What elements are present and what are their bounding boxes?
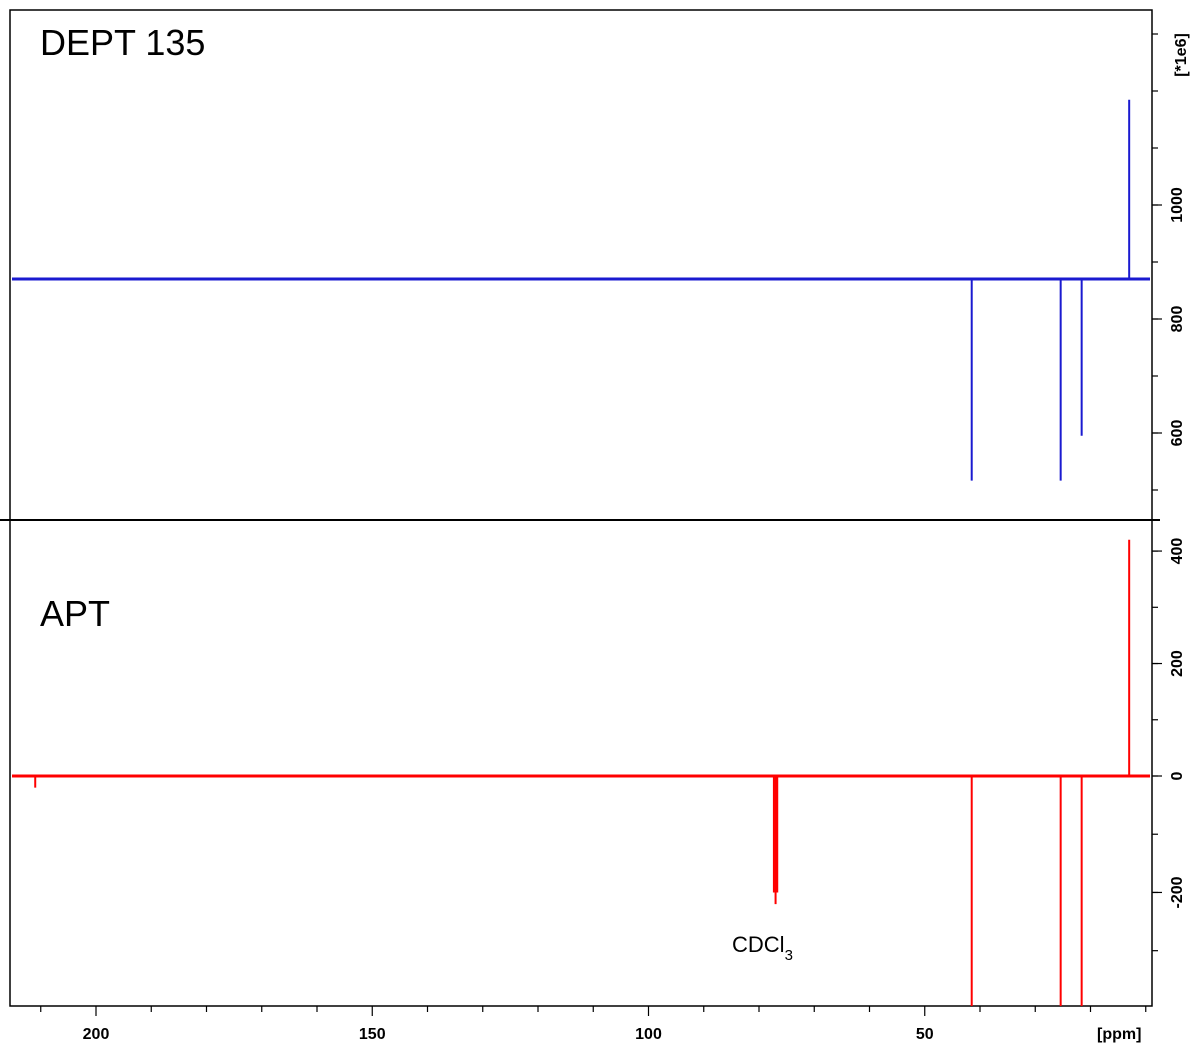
x-axis-label: [ppm] bbox=[1097, 1026, 1141, 1043]
annotation-cdcl3: CDCl3 bbox=[732, 932, 793, 964]
y-tick-label: 1000 bbox=[1169, 187, 1186, 223]
x-tick-label: 50 bbox=[916, 1026, 934, 1043]
panel-title-apt: APT bbox=[40, 593, 110, 634]
y-axis-unit-label: [*1e6] bbox=[1173, 33, 1190, 77]
y-tick-label: 200 bbox=[1169, 650, 1186, 677]
y-tick-label: 800 bbox=[1169, 306, 1186, 333]
panel-title-dept135: DEPT 135 bbox=[40, 22, 205, 63]
x-axis: 200 150 100 50 bbox=[40, 1006, 1147, 1043]
annotation-cdcl3-text: CDCl bbox=[732, 932, 785, 957]
x-tick-label: 150 bbox=[359, 1026, 386, 1043]
y-tick-label: 0 bbox=[1169, 771, 1186, 780]
annotation-cdcl3-subscript: 3 bbox=[785, 947, 793, 964]
spectra bbox=[12, 99, 1150, 1006]
y-tick-label: 400 bbox=[1169, 538, 1186, 565]
y-axis: 1000 800 600 -200 0 200 400 bbox=[1152, 33, 1186, 952]
x-tick-label: 200 bbox=[83, 1026, 110, 1043]
y-tick-label: -200 bbox=[1169, 876, 1186, 908]
plot-frame bbox=[9, 9, 1153, 1007]
x-tick-label: 100 bbox=[635, 1026, 662, 1043]
y-tick-label: 600 bbox=[1169, 420, 1186, 447]
